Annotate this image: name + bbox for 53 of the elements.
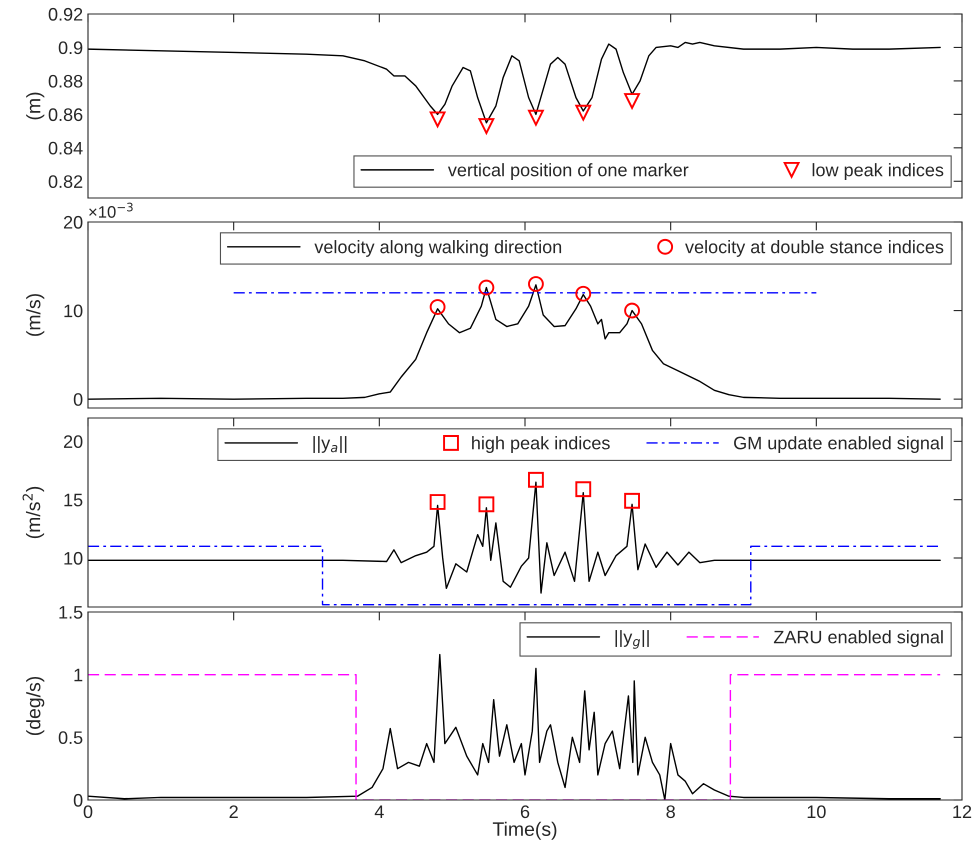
x-tick-label: 8	[666, 805, 675, 818]
point	[430, 494, 446, 510]
y-tick-label: 0.86	[48, 108, 82, 122]
legend-label: vertical position of one marker	[448, 163, 688, 180]
y-tick-label: 0	[74, 794, 82, 807]
y-tick-label: 1.5	[59, 606, 82, 619]
text: ×10$^{−3}$	[89, 202, 133, 218]
legend-label: ||y$_{a}$||	[313, 436, 346, 453]
point	[478, 280, 494, 296]
y-axis-title: (m/s)	[26, 294, 44, 336]
legend-label: velocity along walking direction	[314, 240, 562, 257]
y-tick-label: 0.84	[48, 142, 83, 155]
y-axis-title: (deg/s)	[26, 676, 44, 736]
y-tick-label: 0.82	[48, 175, 82, 188]
y-tick-label: 1	[74, 668, 82, 682]
point	[528, 276, 544, 292]
x-axis-title: Time(s)	[492, 822, 556, 840]
point	[430, 111, 446, 128]
y-tick-label: 0.5	[58, 731, 82, 744]
x-tick-label: 2	[230, 805, 238, 818]
y-tick-label: 0	[74, 393, 82, 406]
point	[528, 472, 544, 488]
point	[575, 481, 592, 498]
legend-label: low peak indices	[812, 163, 944, 180]
point	[430, 299, 446, 315]
y-tick-label: 10	[64, 304, 82, 318]
point	[624, 492, 640, 509]
x-tick-label: 12	[953, 805, 972, 818]
point	[575, 104, 592, 121]
legend-label: velocity at double stance indices	[685, 240, 944, 257]
x-tick-label: 4	[374, 806, 384, 818]
y-axis-title: (m/s$^{2}$)	[22, 486, 44, 538]
point	[478, 118, 494, 134]
legend-label: high peak indices	[472, 436, 610, 453]
y-tick-label: 20	[64, 435, 82, 448]
point	[575, 286, 592, 302]
y-tick-label: 20	[64, 216, 82, 229]
x-tick-label: 0	[84, 805, 92, 818]
point	[624, 93, 640, 109]
point	[624, 302, 640, 318]
y-axis-title: (m)	[26, 92, 44, 120]
y-tick-label: 15	[64, 494, 82, 506]
y-tick-label: 0.88	[48, 74, 82, 88]
y-tick-label: 10	[64, 552, 82, 565]
point	[478, 496, 494, 512]
legend-label: ZARU enabled signal	[774, 630, 943, 647]
x-tick-label: 6	[520, 805, 530, 818]
legend-label: GM update enabled signal	[734, 436, 943, 453]
legend-label: ||y$_{g}$||	[616, 630, 649, 649]
y-tick-label: 0.9	[58, 41, 82, 54]
point	[528, 110, 544, 126]
x-tick-label: 10	[808, 805, 826, 818]
y-tick-label: 0.92	[48, 8, 82, 21]
